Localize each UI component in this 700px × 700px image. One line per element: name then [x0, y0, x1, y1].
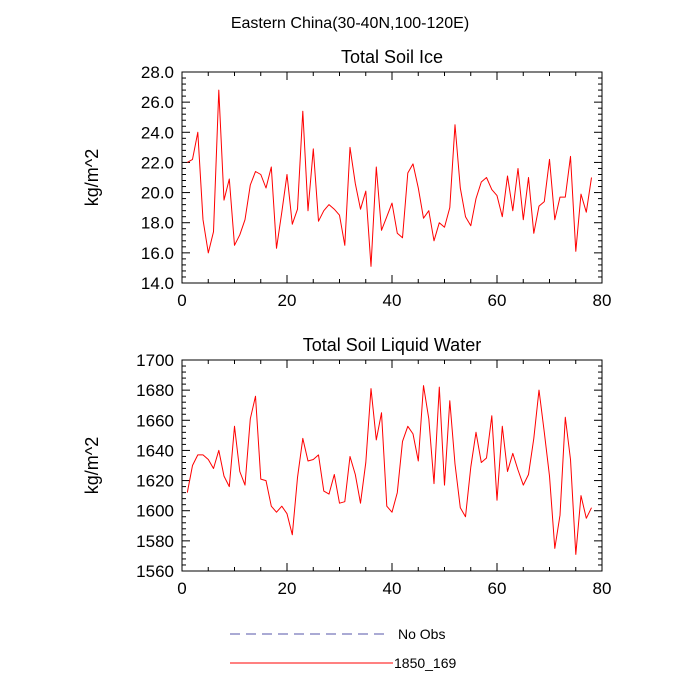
- panel-total-soil-ice: Total Soil Ice 14.0 16.0 18.0 20.0 22.0 24.0 26…: [82, 47, 611, 310]
- y-tick-label: 26.0: [141, 93, 174, 112]
- y-axis-label: kg/m^2: [82, 437, 102, 494]
- figure-title: Eastern China(30-40N,100-120E): [231, 15, 469, 32]
- y-tick-label: 18.0: [141, 214, 174, 233]
- legend-label-1850-169: 1850_169: [394, 655, 457, 671]
- y-tick-label: 1580: [136, 532, 174, 551]
- x-tick-label: 60: [488, 291, 507, 310]
- y-tick-label: 1640: [136, 441, 174, 460]
- legend-label-no-obs: No Obs: [398, 626, 445, 642]
- panel-title: Total Soil Ice: [341, 47, 443, 67]
- y-tick-label: 1620: [136, 472, 174, 491]
- panel-total-soil-liquid-water: Total Soil Liquid Water 1560 1580 1600 1620 1…: [82, 335, 611, 598]
- plot-frame: [181, 71, 603, 284]
- x-tick-label: 20: [278, 579, 297, 598]
- y-axis-label: kg/m^2: [82, 149, 102, 206]
- y-tick-label: 1680: [136, 381, 174, 400]
- legend: No Obs 1850_169: [230, 626, 457, 671]
- y-tick-label: 1660: [136, 411, 174, 430]
- x-tick-label: 40: [383, 579, 402, 598]
- x-tick-label: 20: [278, 291, 297, 310]
- y-tick-label: 24.0: [141, 123, 174, 142]
- y-tick-label: 1560: [136, 562, 174, 581]
- y-tick-label: 16.0: [141, 244, 174, 263]
- x-tick-label: 80: [593, 579, 612, 598]
- x-tick-label: 60: [488, 579, 507, 598]
- series-line-1850-169: [187, 89, 592, 267]
- x-tick-label: 40: [383, 291, 402, 310]
- x-tick-label: 80: [593, 291, 612, 310]
- x-tick-label: 0: [177, 579, 186, 598]
- y-tick-label: 20.0: [141, 184, 174, 203]
- x-tick-label: 0: [177, 291, 186, 310]
- y-tick-label: 28.0: [141, 63, 174, 82]
- series-line-1850-169: [186, 385, 592, 555]
- y-tick-label: 14.0: [141, 274, 174, 293]
- y-tick-label: 1600: [136, 502, 174, 521]
- y-tick-label: 22.0: [141, 153, 174, 172]
- y-tick-label: 1700: [136, 351, 174, 370]
- panel-title: Total Soil Liquid Water: [303, 335, 481, 355]
